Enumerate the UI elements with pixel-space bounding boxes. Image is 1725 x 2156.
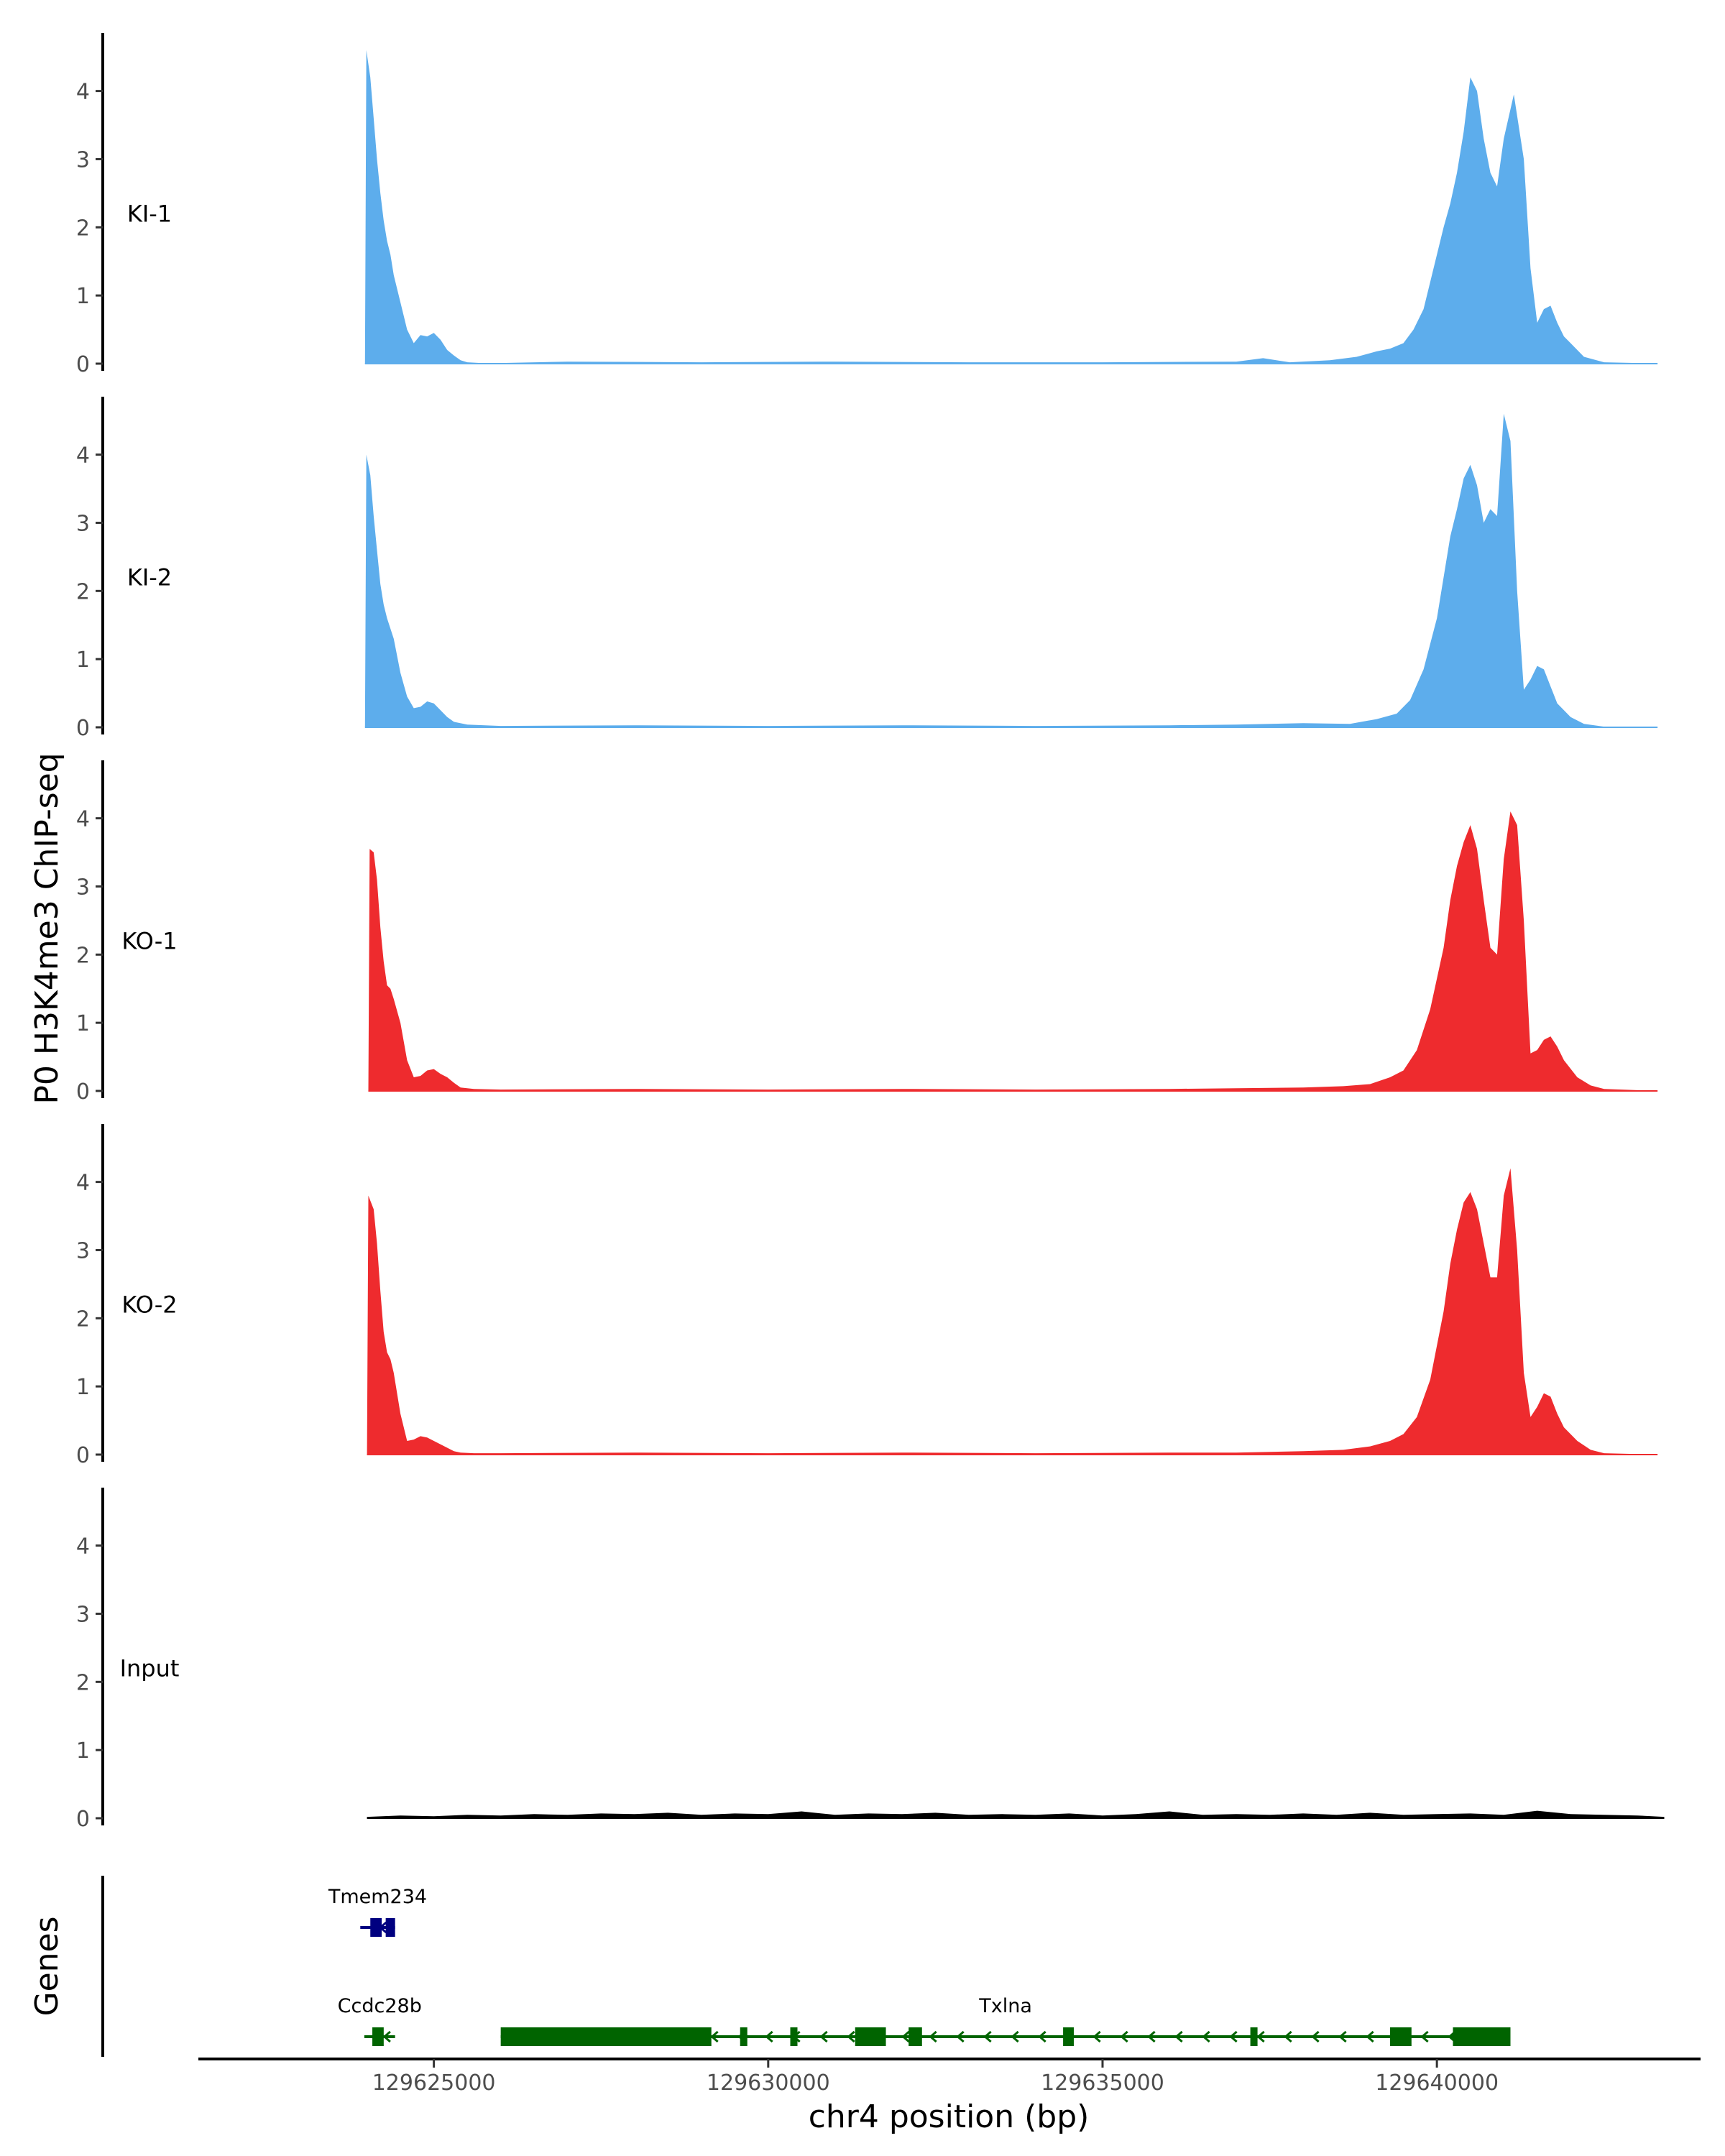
- signal-area: [364, 413, 1658, 727]
- x-axis: 129625000 129630000 129635000 129640000: [198, 2058, 1701, 2096]
- track-panel: 0 1 2 3 4 Input: [76, 1488, 1665, 1832]
- gene-label: Txlna: [978, 1995, 1032, 2017]
- strand-arrow: [929, 2030, 937, 2043]
- signal-area: [367, 1810, 1665, 1818]
- y-tick-label: 2: [76, 1670, 90, 1695]
- strand-arrow: [1229, 2030, 1238, 2043]
- strand-arrow: [1038, 2030, 1046, 2043]
- strand-arrow: [1011, 2030, 1019, 2043]
- y-tick-label: 3: [76, 147, 90, 172]
- y-tick-label: 0: [76, 1079, 90, 1105]
- x-axis-title: chr4 position (bp): [809, 2099, 1090, 2135]
- y-tick-label: 4: [76, 1171, 90, 1196]
- gene-exon: [385, 1918, 395, 1937]
- strand-arrow: [1366, 2030, 1374, 2043]
- gene-exon: [1453, 2027, 1511, 2046]
- track-label: KI-2: [127, 563, 172, 591]
- track-panel: 0 1 2 3 4 KI-2: [76, 397, 1658, 741]
- gene-exon: [500, 2027, 712, 2046]
- gene-exon: [855, 2027, 886, 2046]
- gene-exon: [372, 2027, 384, 2046]
- y-tick-label: 0: [76, 716, 90, 741]
- gene-exon: [908, 2027, 922, 2046]
- y-tick-label: 1: [76, 284, 90, 309]
- strand-arrow: [901, 2030, 910, 2043]
- track-label: KO-1: [121, 927, 177, 954]
- y-tick-label: 2: [76, 1307, 90, 1332]
- y-tick-label: 3: [76, 1238, 90, 1263]
- y-tick-label: 1: [76, 1375, 90, 1400]
- gene-panel: Tmem234 Ccdc28b Txlna: [101, 1876, 1511, 2057]
- y-tick-label: 4: [76, 1534, 90, 1560]
- gene-exon: [740, 2027, 748, 2046]
- y-tick-label: 2: [76, 943, 90, 968]
- gene-model: Txlna: [500, 1995, 1511, 2046]
- signal-area: [367, 1168, 1658, 1455]
- y-tick-label: 0: [76, 352, 90, 377]
- x-tick-label: 129635000: [1041, 2070, 1164, 2096]
- strand-arrow: [847, 2030, 855, 2043]
- strand-arrow: [382, 2030, 391, 2043]
- gene-exon: [790, 2027, 798, 2046]
- x-tick-label: 129640000: [1375, 2070, 1499, 2096]
- track-label: KI-1: [127, 200, 172, 227]
- gene-exon: [1390, 2027, 1412, 2046]
- y-tick-label: 2: [76, 579, 90, 604]
- gene-model: Ccdc28b: [338, 1995, 422, 2046]
- track-panel: 0 1 2 3 4 KO-2: [76, 1124, 1658, 1468]
- y-tick-label: 4: [76, 443, 90, 469]
- y-tick-label: 3: [76, 875, 90, 900]
- y-tick-label: 3: [76, 511, 90, 536]
- x-tick-label: 129630000: [707, 2070, 830, 2096]
- strand-arrow: [1174, 2030, 1183, 2043]
- y-tick-label: 4: [76, 80, 90, 105]
- y-axis-title: P0 H3K4me3 ChIP-seq: [29, 752, 65, 1104]
- x-tick-label: 129625000: [372, 2070, 496, 2096]
- strand-arrow: [1284, 2030, 1292, 2043]
- strand-arrow: [1092, 2030, 1101, 2043]
- gene-model: Tmem234: [328, 1886, 427, 1937]
- strand-arrow: [1120, 2030, 1128, 2043]
- track-panel: 0 1 2 3 4 KI-1: [76, 33, 1658, 377]
- track-label: Input: [120, 1654, 180, 1682]
- y-tick-label: 0: [76, 1807, 90, 1832]
- gene-label: Tmem234: [328, 1886, 427, 1908]
- track-panel: 0 1 2 3 4 KO-1: [76, 760, 1658, 1105]
- signal-area: [368, 811, 1658, 1091]
- strand-arrow: [1338, 2030, 1347, 2043]
- strand-arrow: [710, 2030, 719, 2043]
- strand-arrow: [956, 2030, 965, 2043]
- tracks: 0 1 2 3 4 KI-1 0 1 2 3 4 KI-2 0 1 2 3 4 KO-1 0 1 2 3 4 KO-2 0 1 2 3…: [76, 33, 1665, 1832]
- y-tick-label: 3: [76, 1602, 90, 1627]
- track-label: KO-2: [121, 1291, 177, 1318]
- y-tick-label: 4: [76, 807, 90, 832]
- y-tick-label: 2: [76, 216, 90, 241]
- strand-arrow: [1311, 2030, 1320, 2043]
- y-tick-label: 1: [76, 648, 90, 673]
- genes-axis-title: Genes: [29, 1916, 65, 2016]
- gene-label: Ccdc28b: [338, 1995, 422, 2017]
- y-tick-label: 0: [76, 1443, 90, 1468]
- strand-arrow: [819, 2030, 828, 2043]
- y-tick-label: 1: [76, 1011, 90, 1036]
- strand-arrow: [1256, 2030, 1265, 2043]
- strand-arrow: [765, 2030, 773, 2043]
- gene-exon: [370, 1918, 382, 1937]
- gene-exon: [1063, 2027, 1074, 2046]
- strand-arrow: [1147, 2030, 1156, 2043]
- signal-area: [364, 50, 1658, 364]
- strand-arrow: [1202, 2030, 1210, 2043]
- gene-exon: [1250, 2027, 1258, 2046]
- strand-arrow: [1420, 2030, 1429, 2043]
- strand-arrow: [983, 2030, 992, 2043]
- y-tick-label: 1: [76, 1738, 90, 1764]
